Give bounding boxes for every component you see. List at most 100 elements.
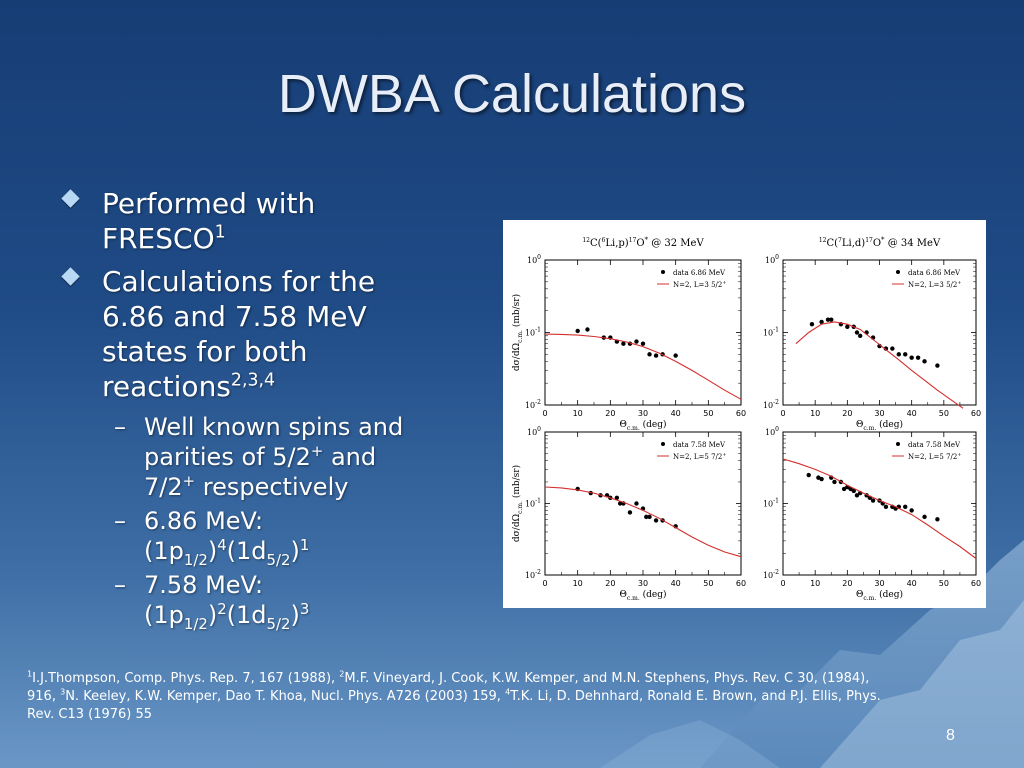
ref-text: N. Keeley, K.W. Kemper, Dao T. Khoa, Nuc…: [65, 689, 506, 704]
y-axis-ticks: [545, 431, 741, 576]
legend-label: N=2, L=3 5/2+: [908, 280, 962, 289]
bullet-text: reactions: [102, 370, 231, 403]
legend-label: data 7.58 MeV: [673, 441, 726, 449]
x-tick-label: 30: [638, 409, 648, 418]
y-axis-ticks: [783, 259, 976, 406]
data-point: [909, 355, 914, 360]
data-point: [627, 510, 633, 515]
chart-panel-1: 0 10 20 30 40 50 60 100 10-1 10-2 data 6.86 MeV N=2…: [511, 236, 746, 432]
data-point: [858, 333, 863, 339]
subbullet-758: – 7.58 MeV: (1p1/2)2(1d5/2)3: [62, 570, 482, 631]
legend-marker: [896, 442, 900, 446]
y-tick-label: 10-1: [763, 327, 779, 338]
x-tick-label: 20: [842, 409, 852, 418]
fit-curve: [782, 458, 977, 559]
legend-marker: [661, 442, 665, 446]
x-axis-ticks: [782, 432, 977, 575]
data-point: [825, 317, 831, 322]
data-point: [909, 508, 914, 513]
y-tick-label: 100: [765, 426, 779, 437]
legend-label: N=2, L=5 7/2+: [673, 452, 727, 461]
legend-label: N=2, L=3 5/2+: [673, 280, 727, 289]
x-axis-label: Θc.m. (deg): [856, 419, 903, 432]
x-tick-label: 60: [736, 409, 746, 418]
x-tick-label: 40: [907, 579, 917, 588]
data-point: [634, 501, 639, 506]
data-point: [617, 501, 623, 506]
subbullet-text: 7/2: [144, 473, 183, 501]
y-axis-ticks: [783, 431, 976, 576]
data-point: [851, 488, 856, 494]
x-axis-ticks: [782, 260, 977, 405]
diamond-bullet-icon: [61, 267, 80, 286]
data-point: [829, 317, 834, 322]
x-tick-label: 20: [842, 579, 852, 588]
x-tick-label: 60: [971, 409, 981, 418]
data-point: [854, 493, 860, 498]
data-point: [922, 514, 927, 520]
x-tick-label: 50: [703, 579, 713, 588]
x-tick-label: 30: [638, 579, 648, 588]
data-point: [841, 486, 847, 492]
configuration-text: (1p1/2)4(1d5/2)1: [144, 536, 310, 569]
x-tick-label: 50: [939, 579, 949, 588]
x-axis-label: Θc.m. (deg): [856, 589, 903, 602]
bullet-text: 6.86 and 7.58 MeV: [102, 300, 367, 333]
x-tick-label: 50: [703, 409, 713, 418]
legend-marker: [896, 270, 900, 274]
x-tick-label: 10: [810, 579, 820, 588]
data-point: [647, 514, 652, 520]
y-axis-label: dσ/dΩc.m. (mb/sr): [511, 465, 524, 542]
x-tick-label: 30: [874, 579, 884, 588]
data-point: [819, 476, 824, 482]
reference-mark: 1: [214, 222, 226, 243]
data-point: [896, 352, 901, 357]
data-point: [621, 341, 626, 346]
x-axis-ticks: [544, 432, 742, 575]
x-tick-label: 0: [542, 409, 547, 418]
fit-curve: [544, 486, 742, 558]
chart-title: 12C(6Li,p)17O* @ 32 MeV: [582, 236, 704, 249]
chart-title: 12C(7Li,d)17O* @ 34 MeV: [819, 236, 941, 249]
y-tick-label: 10-1: [525, 498, 541, 509]
x-tick-label: 10: [573, 579, 583, 588]
data-point: [854, 330, 860, 335]
data-point: [809, 322, 815, 327]
legend-label: N=2, L=5 7/2+: [908, 452, 962, 461]
x-tick-label: 20: [605, 409, 615, 418]
y-tick-label: 10-2: [525, 569, 541, 580]
ref-text: I.J.Thompson, Comp. Phys. Rep. 7, 167 (1…: [32, 671, 340, 686]
x-tick-label: 0: [542, 579, 547, 588]
y-axis-label: dσ/dΩc.m. (mb/sr): [511, 294, 524, 371]
dash-bullet: –: [114, 571, 126, 599]
references: 1I.J.Thompson, Comp. Phys. Rep. 7, 167 (…: [27, 670, 897, 724]
ref-number: 3: [60, 687, 66, 697]
data-point: [832, 479, 837, 485]
x-tick-label: 50: [939, 409, 949, 418]
bullet-text: FRESCO: [102, 222, 215, 255]
data-point: [883, 504, 889, 509]
chart-panel-4: 0 10 20 30 40 50 60 100 10-1 10-2 data 7.58 MeV N=2…: [763, 426, 981, 602]
data-point: [634, 339, 639, 344]
x-tick-label: 40: [671, 579, 681, 588]
y-tick-label: 100: [527, 254, 541, 265]
ref-text: T.K. Li, D. Dehnhard, Ronald E. Brown, a…: [27, 689, 881, 722]
y-tick-label: 10-2: [763, 569, 779, 580]
parity-mark: +: [310, 442, 324, 460]
x-tick-label: 10: [810, 409, 820, 418]
bullet-text: states for both: [102, 335, 308, 368]
x-tick-label: 0: [780, 409, 785, 418]
ref-number: 2: [339, 669, 345, 679]
x-axis-ticks: [544, 260, 742, 405]
x-tick-label: 40: [907, 409, 917, 418]
subbullet-spins: – Well known spins and parities of 5/2+ …: [62, 412, 482, 502]
diamond-bullet-icon: [61, 189, 80, 208]
data-point: [819, 319, 824, 325]
x-tick-label: 40: [671, 409, 681, 418]
y-axis-ticks: [545, 259, 741, 406]
subbullet-text: parities of 5/2: [144, 443, 311, 471]
y-tick-label: 100: [527, 426, 541, 437]
reference-mark: 2,3,4: [230, 370, 276, 391]
